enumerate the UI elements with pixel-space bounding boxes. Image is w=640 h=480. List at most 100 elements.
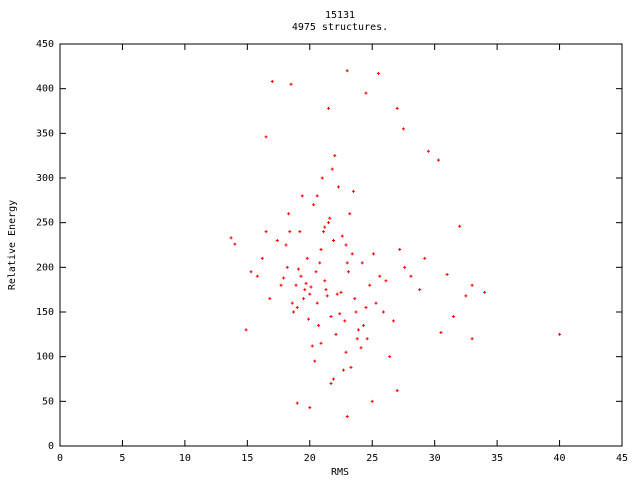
point xyxy=(318,261,322,265)
point xyxy=(348,212,352,216)
y-tick-label: 0 xyxy=(48,441,54,452)
point xyxy=(292,310,296,314)
point xyxy=(365,337,369,341)
point xyxy=(378,274,382,278)
x-tick-label: 10 xyxy=(179,453,191,464)
point xyxy=(423,256,427,260)
point xyxy=(451,314,455,318)
point xyxy=(344,350,348,354)
point xyxy=(361,323,365,327)
point xyxy=(244,328,248,332)
point xyxy=(401,127,405,131)
point xyxy=(249,270,253,274)
point xyxy=(345,415,349,419)
point xyxy=(320,176,324,180)
y-tick-label: 250 xyxy=(36,218,54,229)
point xyxy=(395,389,399,393)
point xyxy=(337,185,341,189)
point xyxy=(371,252,375,256)
point xyxy=(364,91,368,95)
plot-border xyxy=(59,43,623,447)
point xyxy=(299,274,303,278)
point xyxy=(282,276,286,280)
point xyxy=(264,135,268,139)
y-tick-label: 50 xyxy=(42,396,54,407)
y-tick-label: 400 xyxy=(36,84,54,95)
point xyxy=(323,225,327,229)
point xyxy=(324,288,328,292)
point xyxy=(330,167,334,171)
point xyxy=(275,239,279,243)
point xyxy=(319,247,323,251)
point xyxy=(317,323,321,327)
x-tick-label: 45 xyxy=(616,453,628,464)
point xyxy=(314,270,318,274)
point xyxy=(285,265,289,269)
point xyxy=(297,267,301,271)
point xyxy=(304,281,308,285)
point xyxy=(229,236,233,240)
point xyxy=(290,301,294,305)
point xyxy=(384,279,388,283)
point xyxy=(303,288,307,292)
point xyxy=(287,212,291,216)
point xyxy=(268,297,272,301)
point xyxy=(327,106,331,110)
point xyxy=(483,290,487,294)
point xyxy=(315,301,319,305)
point xyxy=(312,203,316,207)
point xyxy=(345,69,349,73)
x-tick-label: 40 xyxy=(554,453,566,464)
point xyxy=(323,279,327,283)
point xyxy=(340,234,344,238)
point xyxy=(307,317,311,321)
point xyxy=(351,189,355,193)
point xyxy=(403,265,407,269)
point xyxy=(270,80,274,84)
point xyxy=(398,247,402,251)
point xyxy=(329,381,333,385)
point xyxy=(325,294,329,298)
point xyxy=(338,312,342,316)
y-tick-label: 450 xyxy=(36,39,54,50)
point xyxy=(464,294,468,298)
point xyxy=(356,328,360,332)
y-tick-label: 350 xyxy=(36,128,54,139)
y-tick-label: 150 xyxy=(36,307,54,318)
chart-subtitle: 4975 structures. xyxy=(292,22,388,33)
point xyxy=(426,149,430,153)
point xyxy=(310,344,314,348)
x-tick-label: 15 xyxy=(241,453,253,464)
point xyxy=(315,194,319,198)
point xyxy=(558,332,562,336)
point xyxy=(353,297,357,301)
point xyxy=(264,230,268,234)
point xyxy=(349,365,353,369)
point xyxy=(350,252,354,256)
point xyxy=(329,314,333,318)
x-tick-label: 0 xyxy=(57,453,63,464)
point xyxy=(343,319,347,323)
point xyxy=(328,216,332,220)
point xyxy=(458,224,462,228)
point xyxy=(445,272,449,276)
point xyxy=(359,346,363,350)
point xyxy=(355,337,359,341)
point xyxy=(368,283,372,287)
point xyxy=(308,406,312,410)
x-tick-label: 20 xyxy=(304,453,316,464)
point xyxy=(360,261,364,265)
point xyxy=(332,377,336,381)
point xyxy=(319,341,323,345)
point xyxy=(332,239,336,243)
point xyxy=(333,154,337,158)
point xyxy=(395,106,399,110)
point xyxy=(322,230,326,234)
point xyxy=(470,283,474,287)
point xyxy=(260,256,264,260)
point xyxy=(388,355,392,359)
point xyxy=(470,337,474,341)
point xyxy=(381,310,385,314)
